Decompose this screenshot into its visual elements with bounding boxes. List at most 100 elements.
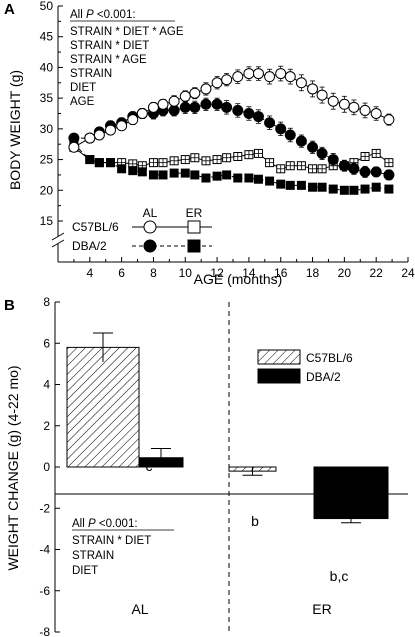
data-point-circle <box>359 104 371 116</box>
data-point-circle <box>189 87 201 99</box>
legend-filled-circle-marker <box>143 239 157 253</box>
panel-a-x-tick-label: 24 <box>401 266 415 280</box>
data-point-circle <box>68 132 80 144</box>
data-point-circle <box>243 108 255 119</box>
panel-a-y-tick-label: 20 <box>40 183 54 197</box>
panel-a-stat-line: AGE <box>70 96 95 108</box>
panel-a-x-tick-label: 12 <box>210 266 224 280</box>
legend-open-square-marker <box>187 220 201 234</box>
data-point-square <box>285 180 295 190</box>
data-point-circle <box>232 104 244 116</box>
panel-a-plot-area <box>68 65 395 195</box>
data-point-circle <box>264 71 276 83</box>
data-point-circle <box>284 71 296 83</box>
panel-b-y-tick-label: -6 <box>39 584 50 598</box>
data-point-circle <box>200 98 212 110</box>
panel-a-x-tick-label: 4 <box>86 266 93 280</box>
data-point-circle <box>275 68 287 80</box>
panel-b-y-tick-label: -4 <box>39 543 50 557</box>
panel-a-axis-break <box>51 232 65 248</box>
data-point-circle <box>136 108 148 119</box>
legend-row-c57: C57BL/6 <box>72 220 119 234</box>
panel-a-x-title: AGE (months) <box>194 271 283 287</box>
panel-b-stat-line: DIET <box>72 565 98 577</box>
panel-a-y-tick-label: 50 <box>40 0 54 13</box>
legend-solid-swatch <box>257 368 301 384</box>
data-point-circle <box>105 124 116 136</box>
data-point-square <box>180 168 190 178</box>
data-point-circle <box>179 101 191 113</box>
legend-dba-label: DBA/2 <box>306 370 341 384</box>
panel-a-legend: AL ER C57BL/6 DBA/2 <box>72 206 212 253</box>
annotation-er-c57: b <box>251 513 259 529</box>
data-point-circle <box>316 147 328 159</box>
series-line <box>73 73 390 148</box>
data-point-square <box>244 173 254 183</box>
data-point-circle <box>264 117 276 129</box>
data-point-square <box>349 185 359 195</box>
data-point-square <box>233 173 243 183</box>
panel-a-y-title: BODY WEIGHT (g) <box>7 70 23 190</box>
data-point-circle <box>179 90 191 102</box>
panel-a-y-tick-label: 45 <box>40 30 54 44</box>
data-point-square <box>308 182 318 192</box>
bar-dba <box>313 466 389 520</box>
annotation-er-dba: b,c <box>330 568 349 584</box>
data-point-circle <box>157 98 169 110</box>
panel-a-label: A <box>4 1 15 18</box>
panel-a-y-tick-label: 35 <box>40 91 54 105</box>
data-point-square <box>212 171 222 181</box>
legend-c57-label: C57BL/6 <box>306 351 353 365</box>
panel-a-y-tick-label: 40 <box>40 60 54 74</box>
panel-a-x-tick-label: 8 <box>150 266 157 280</box>
panel-a-y-tick-label: 30 <box>40 122 54 136</box>
data-point-square <box>317 182 327 192</box>
data-point-square <box>148 170 158 180</box>
data-point-square <box>85 155 95 165</box>
panel-b-y-tick-label: 8 <box>43 295 50 309</box>
data-point-circle <box>383 114 395 126</box>
data-point-circle <box>348 163 360 175</box>
data-point-square <box>169 168 179 178</box>
panel-a-stats: All P <0.001: STRAIN * DIET * AGE STRAIN… <box>70 9 184 108</box>
panel-a-x-tick-label: 10 <box>179 266 193 280</box>
data-point-circle <box>307 141 319 153</box>
data-point-square <box>265 176 275 186</box>
panel-b-y-tick-label: 6 <box>43 336 50 350</box>
panel-a-x-tick-label: 18 <box>306 266 320 280</box>
data-point-circle <box>383 169 395 181</box>
panel-a-stats-header: All P <0.001: <box>70 9 136 21</box>
category-al-label: AL <box>131 601 148 617</box>
data-point-square <box>296 180 306 190</box>
data-point-circle <box>211 98 223 110</box>
panel-b-y-tick-label: 0 <box>43 460 50 474</box>
bar-c57 <box>66 346 140 468</box>
data-point-circle <box>295 135 307 147</box>
panel-a-x-tick-label: 16 <box>274 266 288 280</box>
panel-b-y-tick-label: -8 <box>39 625 50 637</box>
panel-b-y-ticks: -8 -6 -4 -2 0 2 4 6 8 <box>39 295 60 637</box>
data-point-circle <box>295 77 307 89</box>
data-point-square <box>384 184 394 194</box>
data-point-circle <box>327 95 339 107</box>
data-point-circle <box>316 89 328 101</box>
data-point-square <box>253 174 263 184</box>
data-point-circle <box>221 74 233 86</box>
data-point-circle <box>348 101 360 113</box>
panel-a: A BODY WEIGHT (g) AGE (months) 15 20 25 30 3… <box>4 0 415 287</box>
data-point-square <box>328 184 338 194</box>
data-point-circle <box>243 68 255 80</box>
data-point-circle <box>127 114 139 126</box>
panel-b-label: B <box>4 297 15 314</box>
data-point-circle <box>200 83 212 95</box>
data-point-circle <box>338 160 350 172</box>
data-point-circle <box>275 123 287 135</box>
data-point-square <box>222 170 232 180</box>
panel-a-stat-line: STRAIN <box>70 68 112 80</box>
legend-open-circle-marker <box>143 220 157 234</box>
data-point-square <box>137 167 147 177</box>
panel-b-y-tick-label: 4 <box>43 378 50 392</box>
data-point-square <box>128 166 138 176</box>
legend-col-er: ER <box>186 206 203 220</box>
